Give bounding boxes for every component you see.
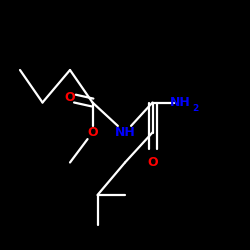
Text: NH: NH [170, 96, 190, 109]
Text: NH: NH [114, 126, 136, 139]
Text: O: O [147, 156, 158, 169]
Text: O: O [65, 91, 75, 104]
Text: 2: 2 [192, 104, 198, 113]
Text: O: O [87, 126, 98, 139]
